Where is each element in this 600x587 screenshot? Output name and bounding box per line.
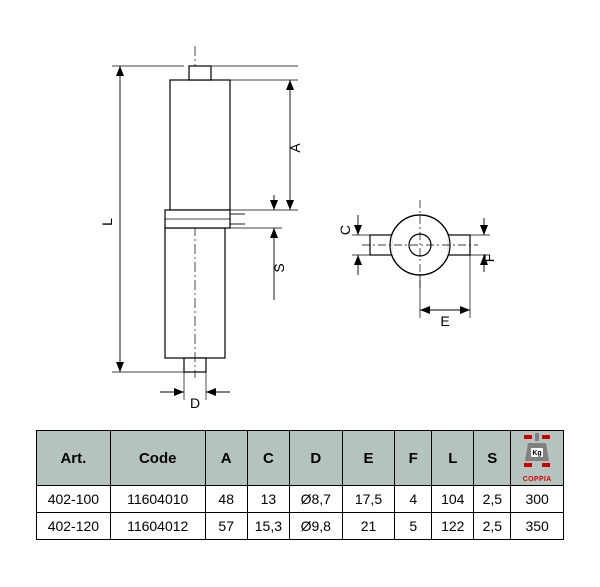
dim-label-S: S (271, 263, 287, 272)
cell: 5 (395, 513, 432, 540)
coppia-label: COPPIA (511, 476, 563, 483)
dim-label-A: A (287, 143, 303, 153)
cell: 402-100 (37, 486, 111, 513)
dim-label-D: D (190, 395, 200, 410)
dimensions-table: Art. Code A C D E F L S (36, 430, 564, 540)
col-art: Art. (37, 431, 111, 486)
spec-table: Art. Code A C D E F L S (36, 430, 564, 540)
col-a: A (205, 431, 247, 486)
col-s: S (474, 431, 511, 486)
col-c: C (247, 431, 289, 486)
cell: Ø8,7 (289, 486, 342, 513)
cell: 57 (205, 513, 247, 540)
cell: 13 (247, 486, 289, 513)
cell: 350 (511, 513, 564, 540)
cell: 104 (432, 486, 474, 513)
cell: 17,5 (342, 486, 395, 513)
cell: 15,3 (247, 513, 289, 540)
cell: Ø9,8 (289, 513, 342, 540)
dim-label-E: E (440, 313, 449, 329)
cell: 300 (511, 486, 564, 513)
cell: 122 (432, 513, 474, 540)
table-header-row: Art. Code A C D E F L S (37, 431, 564, 486)
col-f: F (395, 431, 432, 486)
cell: 4 (395, 486, 432, 513)
svg-text:Kg: Kg (532, 450, 541, 457)
col-l: L (432, 431, 474, 486)
dim-label-F: F (481, 254, 497, 263)
col-code: Code (110, 431, 205, 486)
col-e: E (342, 431, 395, 486)
cell: 11604012 (110, 513, 205, 540)
dim-label-L: L (99, 218, 115, 226)
dim-label-C: C (337, 225, 353, 235)
technical-drawing: L A S D (0, 0, 600, 410)
cell: 48 (205, 486, 247, 513)
table-row: 402-100 11604010 48 13 Ø8,7 17,5 4 104 2… (37, 486, 564, 513)
cell: 2,5 (474, 513, 511, 540)
cell: 402-120 (37, 513, 111, 540)
cell: 11604010 (110, 486, 205, 513)
col-kg: Kg COPPIA (511, 431, 564, 486)
col-d: D (289, 431, 342, 486)
table-row: 402-120 11604012 57 15,3 Ø9,8 21 5 122 2… (37, 513, 564, 540)
weight-pair-icon: Kg (522, 433, 552, 471)
cell: 2,5 (474, 486, 511, 513)
cell: 21 (342, 513, 395, 540)
